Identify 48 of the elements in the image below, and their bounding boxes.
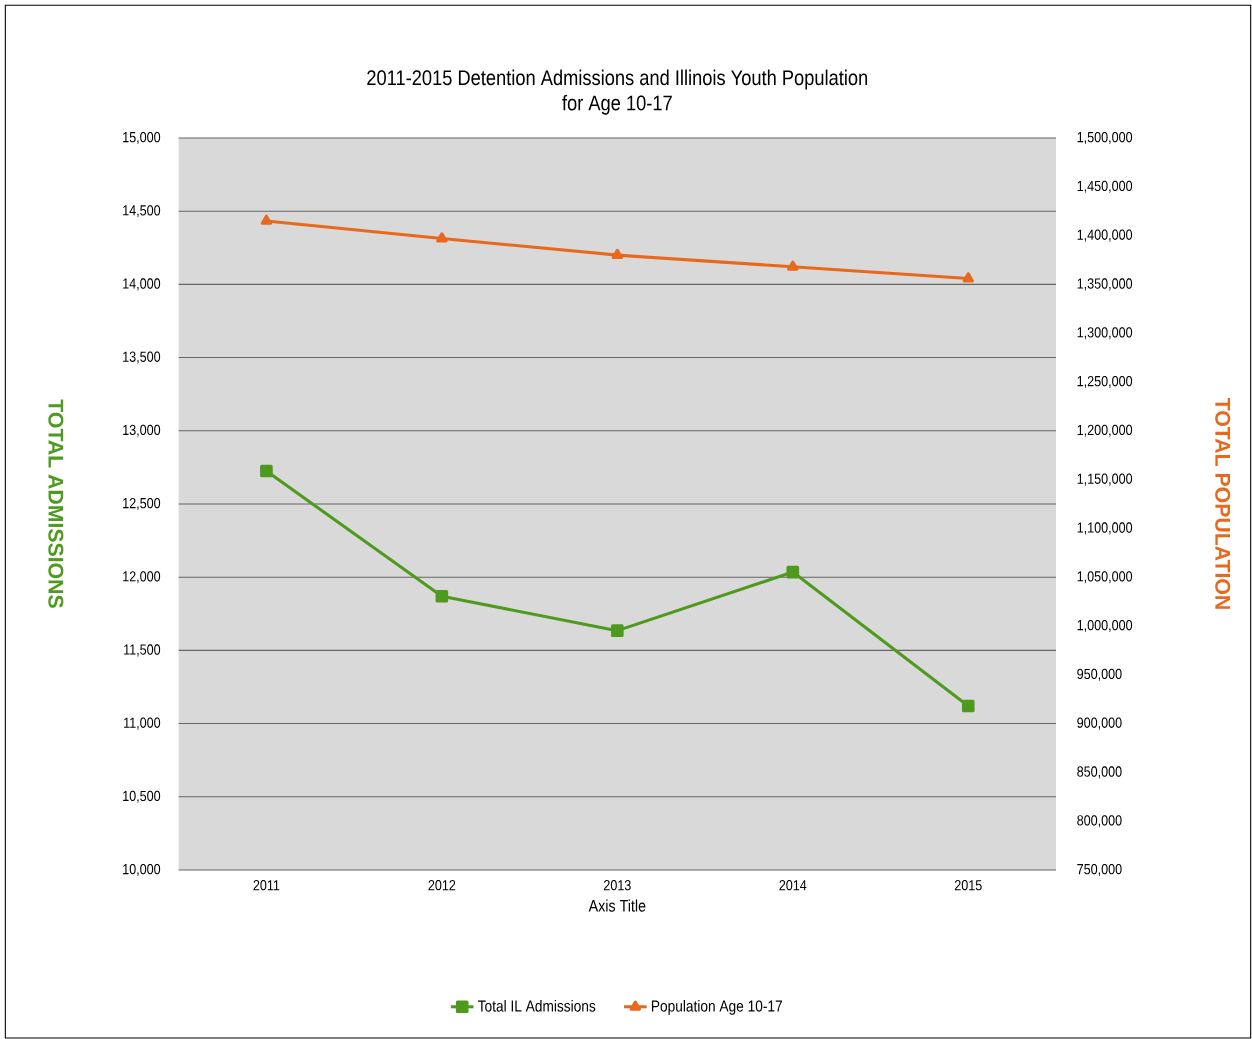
y2-tick-label: 750,000 — [1077, 864, 1122, 877]
legend-label: Population Age 10-17 — [651, 1000, 782, 1016]
legend-label: Total IL Admissions — [478, 1000, 596, 1012]
point — [611, 624, 624, 638]
y2-tick-label: 1,000,000 — [1077, 620, 1133, 633]
x-tick-label: 2011 — [253, 880, 280, 891]
y2-tick-label: 1,450,000 — [1077, 180, 1133, 194]
x-axis-title: Axis Title — [588, 899, 646, 912]
y2-tick-label: 1,200,000 — [1077, 424, 1133, 438]
point — [260, 464, 273, 478]
y2-tick-label: 900,000 — [1077, 717, 1122, 730]
x-tick-label: 2012 — [428, 880, 456, 891]
point — [436, 232, 448, 243]
y-tick-label: 14,500 — [123, 205, 161, 218]
y-tick-label: 12,500 — [123, 498, 161, 511]
x-tick-label: 2013 — [603, 880, 631, 891]
y-tick-label: 14,000 — [123, 278, 161, 291]
y-tick-label: 11,500 — [124, 644, 161, 657]
y2-tick-label: 1,300,000 — [1077, 327, 1133, 340]
y2-tick-label: 1,050,000 — [1077, 571, 1133, 584]
y2-tick-label: 1,500,000 — [1077, 132, 1133, 145]
y2-tick-label: 1,250,000 — [1077, 376, 1133, 389]
point — [260, 214, 273, 226]
y-tick-label: 10,000 — [123, 864, 161, 877]
y-tick-label: 11,000 — [124, 717, 161, 730]
y2-tick-label: 950,000 — [1077, 668, 1122, 682]
point — [611, 248, 624, 260]
y-tick-label: 12,000 — [123, 571, 161, 584]
y2-tick-label: 850,000 — [1077, 766, 1122, 779]
y-tick-label: 10,500 — [123, 790, 161, 803]
y-tick-label: 13,500 — [123, 351, 161, 364]
y2-axis-title: TOTAL POPULATION — [1215, 398, 1231, 610]
y2-tick-label: 800,000 — [1077, 815, 1122, 828]
y-tick-label: 13,000 — [123, 424, 161, 438]
y2-tick-label: 1,150,000 — [1077, 473, 1133, 486]
point — [787, 260, 799, 271]
point — [786, 565, 800, 579]
x-tick-label: 2015 — [954, 880, 982, 891]
chart-title: 2011-2015 Detention Admissions and Illinois Youth Population for Age 10-17 — [367, 69, 868, 115]
y2-tick-label: 1,100,000 — [1077, 522, 1133, 535]
y2-tick-label: 1,350,000 — [1077, 278, 1133, 291]
y2-tick-label: 1,400,000 — [1077, 229, 1133, 242]
x-tick-label: 2014 — [779, 880, 807, 891]
y-tick-label: 15,000 — [123, 132, 161, 145]
point — [962, 272, 974, 283]
point — [435, 590, 449, 603]
point — [961, 699, 975, 713]
y-axis-title: TOTAL ADMISSIONS — [48, 399, 64, 609]
